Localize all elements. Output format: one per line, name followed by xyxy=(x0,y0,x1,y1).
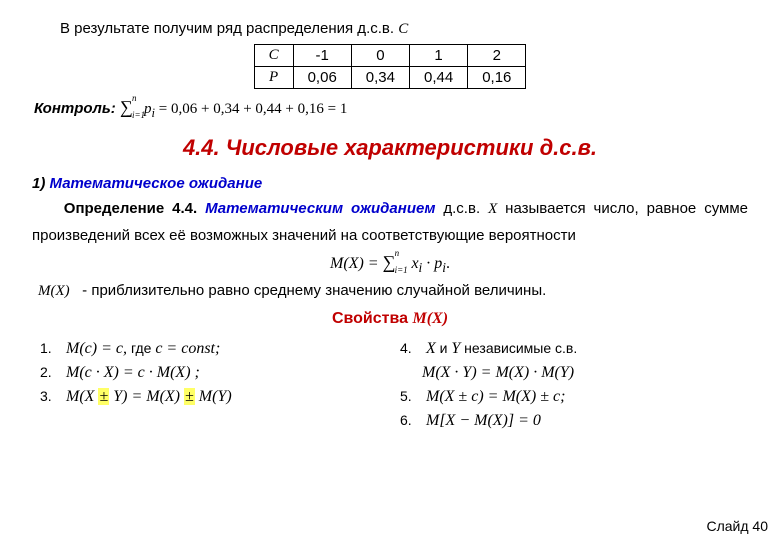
approx-text: - приблизительно равно среднему значению… xyxy=(78,282,546,299)
property-item: M(X · Y) = M(X) · M(Y) xyxy=(422,364,750,382)
property-item: 2. M(c · X) = c · M(X) ; xyxy=(40,364,390,382)
table-cell: 0,34 xyxy=(351,67,409,89)
properties-columns: 1. M(c) = c, где c = const; 2. M(c · X) … xyxy=(30,334,750,436)
mx-symbol: M(X) xyxy=(38,283,70,299)
property-item: 3. M(X ± Y) = M(X) ± M(Y) xyxy=(40,388,390,406)
property-item: 1. M(c) = c, где c = const; xyxy=(40,340,390,358)
subsection-title: Математическое ожидание xyxy=(50,175,263,192)
table-cell: 0,44 xyxy=(410,67,468,89)
section-title: 4.4. Числовые характеристики д.с.в. xyxy=(30,135,750,161)
property-item: 6. M[X − M(X)] = 0 xyxy=(400,412,750,430)
property-item: 5. M(X ± c) = M(X) ± c; xyxy=(400,388,750,406)
table-cell: 0,16 xyxy=(468,67,526,89)
properties-title: Свойства M(X) xyxy=(30,310,750,328)
definition-term: Математическим ожиданием xyxy=(205,200,435,217)
table-cell: 0,06 xyxy=(293,67,351,89)
definition-block: Определение 4.4. Математическим ожидание… xyxy=(32,196,748,248)
intro-variable: C xyxy=(398,21,408,37)
table-cell: 0 xyxy=(351,45,409,67)
intro-text: В результате получим ряд распределения д… xyxy=(60,20,394,37)
properties-left-column: 1. M(c) = c, где c = const; 2. M(c · X) … xyxy=(30,334,390,436)
highlight: ± xyxy=(98,388,109,405)
property-item: 4. X и Y независимые с.в. xyxy=(400,340,750,358)
distribution-table: C -1 0 1 2 P 0,06 0,34 0,44 0,16 xyxy=(254,44,527,89)
properties-right-column: 4. X и Y независимые с.в. M(X · Y) = M(X… xyxy=(390,334,750,436)
mean-formula: M(X) = ∑ni=1 xi · pi. xyxy=(30,252,750,276)
sigma-icon: ∑ni=1 xyxy=(120,97,133,118)
approx-line: M(X) - приблизительно равно среднему зна… xyxy=(38,282,750,300)
control-rhs: = 0,06 + 0,34 + 0,44 + 0,16 = 1 xyxy=(159,101,348,117)
table-cell: 2 xyxy=(468,45,526,67)
highlight: ± xyxy=(184,388,195,405)
control-line: Контроль: ∑ni=1 pi = 0,06 + 0,34 + 0,44 … xyxy=(34,97,750,121)
intro-line: В результате получим ряд распределения д… xyxy=(60,20,750,38)
table-cell: -1 xyxy=(293,45,351,67)
table-cell: 1 xyxy=(410,45,468,67)
table-row-label: P xyxy=(254,67,293,89)
slide-number: Слайд 40 xyxy=(706,518,768,534)
table-row-label: C xyxy=(254,45,293,67)
control-label: Контроль: xyxy=(34,100,116,117)
subsection-heading: 1) Математическое ожидание xyxy=(32,175,750,192)
definition-label: Определение 4.4. xyxy=(64,200,197,217)
subsection-number: 1) xyxy=(32,175,45,192)
sigma-icon: ∑ni=1 xyxy=(383,252,396,273)
